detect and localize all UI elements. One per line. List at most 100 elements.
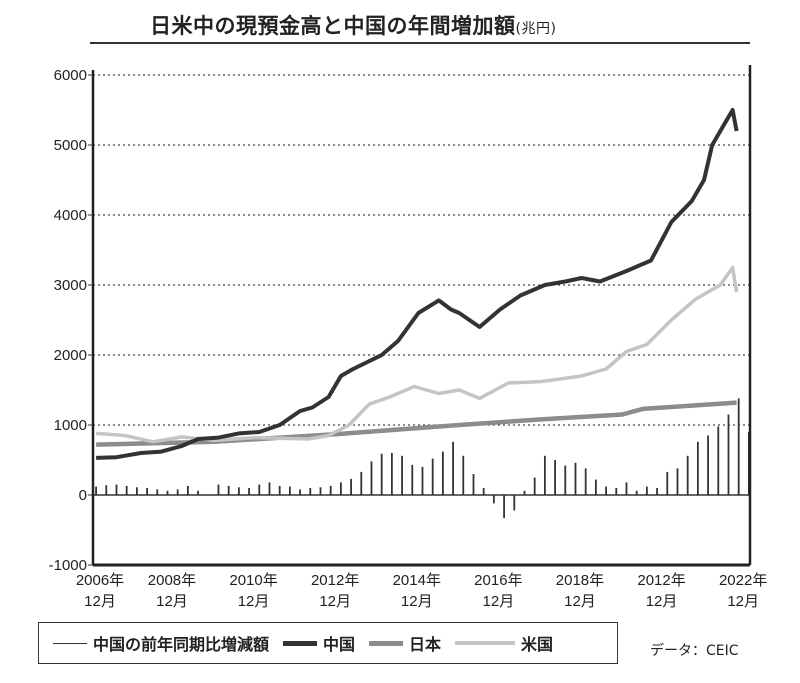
bar-yoy-change: [472, 474, 475, 495]
y-tick-label: 6000: [54, 67, 87, 84]
bar-yoy-change: [186, 485, 189, 495]
bar-yoy-change: [656, 488, 658, 495]
bar-yoy-change: [197, 490, 199, 495]
bar-yoy-change: [462, 455, 465, 495]
bar-yoy-change: [452, 441, 454, 495]
bar-yoy-change: [115, 484, 118, 495]
bar-yoy-change: [207, 494, 210, 495]
bar-yoy-change: [360, 471, 363, 495]
bar-yoy-change: [503, 495, 505, 519]
legend-item-us: 米国: [455, 631, 553, 655]
bar-yoy-change: [533, 477, 536, 495]
x-tick-year: 2012年: [311, 572, 359, 589]
x-tick-year: 2018年: [556, 572, 604, 589]
bar-yoy-change: [513, 495, 516, 511]
legend-label-china: 中国: [323, 635, 356, 654]
bar-yoy-change: [350, 478, 352, 495]
bar-yoy-change: [727, 414, 730, 495]
legend-label-japan: 日本: [409, 635, 442, 654]
bar-yoy-change: [707, 435, 709, 495]
y-tick-label: 3000: [54, 277, 87, 294]
bar-yoy-change: [686, 455, 689, 495]
x-tick-month: 12月: [319, 593, 351, 610]
legend-swatch-japan: [369, 640, 404, 646]
chart-title: 日米中の現預金高と中国の年間増加額(兆円): [150, 10, 556, 40]
bar-yoy-change: [166, 490, 169, 495]
x-tick-year: 2016年: [474, 572, 522, 589]
bar-yoy-change: [645, 486, 648, 495]
y-tick-label: 2000: [54, 347, 87, 364]
bar-yoy-change: [564, 465, 567, 495]
bar-yoy-change: [95, 486, 97, 495]
x-tick-month: 12月: [646, 593, 678, 610]
bar-yoy-change: [105, 485, 108, 495]
y-tick-label: 4000: [54, 207, 87, 224]
bar-yoy-change: [248, 488, 250, 495]
y-tick-label: -1000: [49, 557, 87, 574]
bar-yoy-change: [594, 479, 597, 495]
bar-yoy-change: [554, 460, 556, 495]
bar-yoy-change: [666, 471, 669, 495]
legend-label-us: 米国: [521, 635, 554, 654]
x-tick-year: 2012年: [637, 572, 685, 589]
bar-yoy-change: [574, 462, 577, 495]
x-tick-month: 12月: [401, 593, 433, 610]
x-tick-month: 12月: [156, 593, 188, 610]
legend-item-china: 中国: [283, 631, 355, 655]
y-tick-label: 0: [79, 487, 87, 504]
bar-yoy-change: [492, 495, 495, 504]
x-tick-year: 2014年: [393, 572, 441, 589]
x-tick-month: 12月: [564, 593, 596, 610]
bar-yoy-change: [676, 468, 679, 495]
series-line-us: [95, 265, 739, 444]
legend-item-japan: 日本: [369, 631, 441, 655]
title-underline: [90, 42, 750, 44]
bar-yoy-change: [615, 488, 618, 495]
legend-label-bars: 中国の前年同期比増減額: [93, 635, 270, 654]
bar-yoy-change: [146, 488, 148, 495]
y-tick-label: 1000: [54, 417, 87, 434]
bar-yoy-change: [299, 489, 301, 495]
x-tick-month: 12月: [238, 593, 270, 610]
bar-yoy-change: [156, 489, 159, 495]
bar-yoy-change: [441, 451, 444, 495]
bar-yoy-change: [584, 468, 587, 495]
bar-yoy-change: [737, 398, 740, 495]
bar-yoy-change: [401, 455, 403, 495]
bar-yoy-change: [329, 485, 332, 495]
x-tick-month: 12月: [84, 593, 116, 610]
bar-yoy-change: [696, 441, 699, 495]
x-tick-year: 2022年: [719, 572, 767, 589]
x-tick-month: 12月: [483, 593, 515, 610]
bar-yoy-change: [237, 487, 240, 495]
bar-yoy-change: [717, 426, 720, 495]
x-tick-year: 2008年: [148, 572, 196, 589]
title-unit: (兆円): [515, 21, 557, 37]
legend: 中国の前年同期比増減額 中国 日本 米国: [38, 622, 618, 664]
bar-yoy-change: [288, 486, 291, 495]
bar-yoy-change: [176, 489, 179, 495]
bar-yoy-change: [339, 482, 342, 495]
bar-yoy-change: [421, 467, 424, 495]
bar-yoy-change: [605, 486, 607, 495]
bar-yoy-change: [625, 482, 628, 495]
bar-yoy-change: [482, 488, 485, 495]
bar-yoy-change: [217, 484, 220, 495]
bar-yoy-change: [543, 455, 546, 495]
bar-yoy-change: [125, 485, 128, 495]
bar-yoy-change: [370, 461, 373, 495]
bar-yoy-change: [278, 485, 281, 495]
x-tick-year: 2010年: [229, 572, 277, 589]
series-line-china: [96, 108, 739, 460]
bar-yoy-change: [319, 487, 322, 495]
bar-yoy-change: [309, 488, 312, 495]
x-tick-month: 12月: [727, 593, 759, 610]
bar-yoy-change: [227, 485, 230, 495]
bar-yoy-change: [380, 453, 383, 495]
bar-yoy-change: [411, 464, 414, 495]
legend-swatch-us: [455, 641, 516, 645]
data-source: データ：CEIC: [650, 643, 739, 659]
title-text: 日米中の現預金高と中国の年間増加額: [150, 14, 516, 38]
bar-yoy-change: [258, 484, 261, 495]
